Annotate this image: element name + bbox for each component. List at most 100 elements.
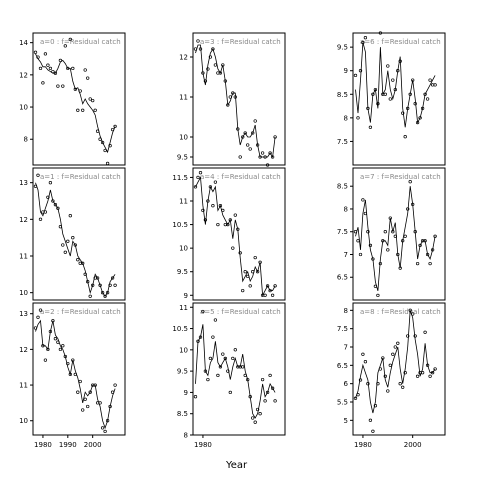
obs-point-a=6 [403, 135, 407, 139]
fit-line-a=8 [355, 310, 436, 414]
obs-point-a=4 [255, 270, 260, 274]
obs-point-a=7 [398, 266, 402, 270]
fit-line-a=3 [195, 44, 276, 159]
y-tick-label-a=4: 10.5 [172, 221, 188, 229]
obs-point-a=5 [270, 386, 275, 390]
y-tick-label-a=6: 8 [344, 114, 348, 122]
obs-point-a=1 [63, 250, 67, 254]
obs-point-a=4 [270, 293, 275, 297]
obs-point-a=4 [211, 204, 215, 208]
obs-point-a=7 [363, 211, 368, 216]
obs-point-a=4 [263, 293, 267, 297]
x-tick-label-a=5: 1980 [194, 441, 212, 449]
obs-point-a=0 [41, 81, 45, 85]
obs-point-a=2 [78, 379, 82, 384]
obs-point-a=5 [196, 339, 200, 343]
obs-point-a=0 [86, 76, 90, 80]
obs-point-a=5 [258, 412, 262, 416]
obs-point-a=4 [201, 208, 205, 213]
y-tick-label-a=5: 10 [179, 346, 188, 354]
obs-point-a=2 [103, 429, 107, 434]
x-tick-label-a=2: 1980 [34, 441, 52, 449]
obs-point-a=1 [46, 195, 50, 199]
panel-frame-a=4 [192, 167, 286, 301]
panel-title-a=8: a=8 : f=Residual catch [360, 308, 441, 316]
obs-point-a=8 [363, 360, 368, 364]
y-tick-label-a=3: 10 [179, 134, 188, 142]
obs-point-a=0 [108, 144, 112, 148]
obs-point-a=0 [78, 89, 82, 93]
obs-point-a=0 [43, 52, 48, 56]
obs-point-a=1 [100, 291, 105, 295]
panel-title-a=6: a=6 : f=Residual catch [360, 38, 441, 46]
panel-frame-a=6 [352, 32, 446, 166]
obs-point-a=4 [231, 246, 235, 250]
obs-point-a=1 [43, 210, 48, 214]
obs-point-a=7 [418, 243, 422, 248]
obs-point-a=6 [373, 87, 378, 92]
obs-point-a=5 [193, 395, 198, 399]
obs-point-a=3 [218, 71, 223, 75]
obs-point-a=5 [246, 377, 250, 382]
obs-point-a=0 [81, 108, 85, 112]
obs-point-a=5 [201, 309, 205, 314]
obs-point-a=1 [88, 294, 92, 298]
obs-point-a=3 [248, 147, 252, 151]
obs-point-a=8 [386, 389, 390, 393]
fit-line-a=0 [35, 53, 116, 154]
fit-line-a=6 [355, 42, 436, 128]
obs-point-a=7 [368, 243, 373, 248]
fit-line-a=4 [195, 176, 276, 297]
y-tick-label-a=5: 8.5 [177, 410, 188, 418]
obs-point-a=4 [236, 227, 240, 231]
obs-point-a=1 [83, 272, 87, 276]
y-tick-label-a=4: 10 [179, 245, 188, 253]
obs-point-a=4 [268, 288, 272, 293]
y-tick-label-a=1: 13 [19, 179, 28, 187]
y-tick-label-a=7: 8.5 [337, 183, 348, 191]
obs-point-a=2 [108, 404, 112, 409]
obs-point-a=5 [268, 373, 272, 378]
obs-point-a=2 [53, 337, 58, 341]
obs-point-a=8 [373, 404, 378, 408]
obs-point-a=4 [198, 171, 203, 175]
obs-point-a=5 [218, 365, 223, 369]
fit-line-a=5 [195, 324, 276, 419]
obs-point-a=6 [406, 106, 410, 111]
obs-point-a=0 [83, 68, 87, 72]
obs-point-a=5 [265, 390, 270, 395]
obs-point-a=5 [206, 377, 210, 382]
obs-point-a=4 [273, 284, 277, 288]
obs-point-a=6 [376, 102, 380, 106]
y-tick-label-a=0: 10 [19, 104, 28, 112]
obs-point-a=7 [353, 230, 358, 234]
obs-point-a=6 [371, 92, 375, 96]
fit-line-a=7 [355, 186, 436, 292]
obs-point-a=0 [100, 140, 105, 145]
panel-title-a=1: a=1 : f=Residual catch [40, 173, 121, 181]
obs-point-a=2 [41, 344, 45, 348]
obs-point-a=0 [58, 58, 63, 63]
obs-point-a=5 [273, 399, 277, 403]
obs-point-a=6 [425, 97, 430, 101]
obs-point-a=1 [56, 206, 60, 210]
obs-point-a=7 [373, 284, 378, 288]
obs-point-a=4 [233, 213, 237, 217]
obs-point-a=6 [433, 83, 437, 87]
obs-point-a=2 [48, 329, 53, 334]
obs-point-a=5 [223, 356, 227, 361]
y-tick-label-a=5: 9 [184, 389, 188, 397]
obs-point-a=7 [391, 230, 395, 234]
obs-point-a=6 [353, 73, 358, 78]
obs-point-a=7 [406, 207, 410, 211]
obs-point-a=8 [411, 312, 415, 316]
obs-point-a=7 [423, 239, 427, 243]
obs-point-a=4 [246, 274, 250, 279]
obs-point-a=7 [393, 234, 397, 238]
obs-point-a=4 [193, 185, 198, 189]
obs-point-a=8 [388, 363, 392, 367]
obs-point-a=0 [91, 98, 95, 103]
obs-point-a=3 [226, 103, 230, 107]
panel-frame-a=7 [352, 167, 446, 301]
obs-point-a=6 [366, 106, 370, 111]
